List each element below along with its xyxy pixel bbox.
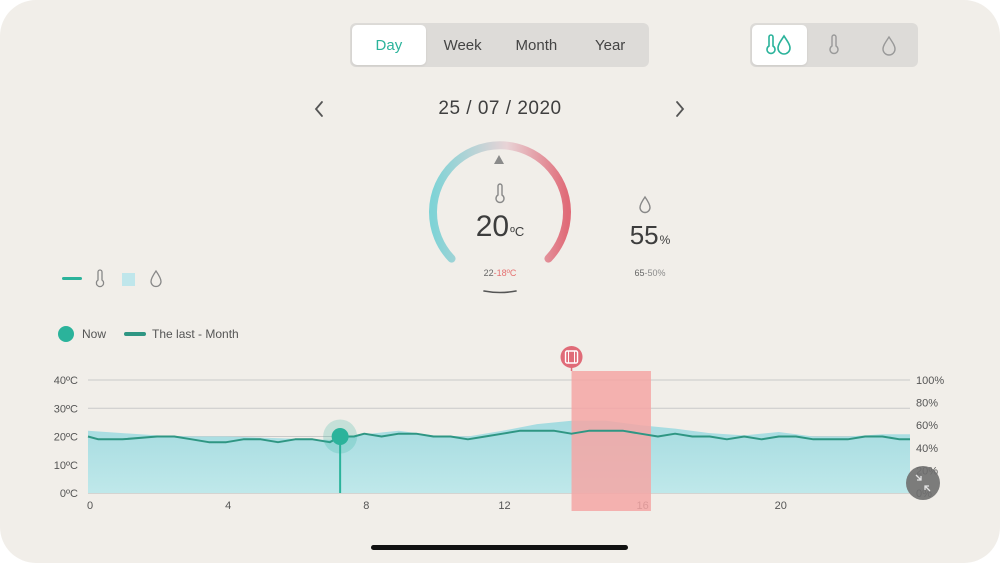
x-tick-label: 12 <box>498 500 510 512</box>
humidity-range-unit: % <box>657 268 666 278</box>
tab-humidity[interactable] <box>861 25 916 65</box>
thermometer-icon <box>95 269 105 288</box>
x-tick-label: 4 <box>225 500 231 512</box>
highlight-marker-badge <box>560 346 583 368</box>
temperature-range-high: 18 <box>496 268 507 278</box>
collapse-icon <box>915 474 931 492</box>
y-left-tick-label: 40ºC <box>54 375 78 387</box>
humidity-unit: % <box>659 233 671 247</box>
now-legend-label: Now <box>82 327 107 341</box>
chevron-right-icon <box>676 101 685 117</box>
last-legend-label: The last - Month <box>152 327 239 341</box>
y-right-tick-label: 40% <box>916 443 938 455</box>
y-right-tick-label: 80% <box>916 398 938 410</box>
temperature-range-sep: - <box>493 268 497 278</box>
collapse-chart-button[interactable] <box>906 466 940 500</box>
droplet-icon <box>639 195 651 214</box>
humidity-area <box>88 420 910 493</box>
y-left-tick-label: 10ºC <box>54 460 78 472</box>
tab-month[interactable]: Month <box>515 36 558 54</box>
humidity-range: 65-50% <box>600 268 700 278</box>
home-indicator <box>371 545 628 550</box>
humidity-range-sep: - <box>644 268 648 278</box>
temperature-range-unit: ºC <box>506 268 517 278</box>
humidity-area-swatch <box>122 273 135 286</box>
humidity-range-high: 50 <box>647 268 658 278</box>
history-chart[interactable]: 0ºC10ºC20ºC30ºC40ºC0%20%40%60%80%100%048… <box>0 340 1000 530</box>
tab-temperature[interactable] <box>807 25 862 65</box>
tab-year[interactable]: Year <box>594 36 626 54</box>
prev-date-button[interactable] <box>306 96 332 122</box>
series-key <box>62 269 162 288</box>
tab-day[interactable]: Day <box>352 25 426 65</box>
temperature-gauge <box>429 141 571 294</box>
temperature-readout: 20ºC <box>440 210 560 244</box>
y-left-tick-label: 30ºC <box>54 403 78 415</box>
y-right-tick-label: 60% <box>916 420 938 432</box>
highlight-band <box>571 371 651 511</box>
chart-legend: Now The last - Month <box>58 326 239 342</box>
x-tick-label: 8 <box>363 500 369 512</box>
current-date: 25 / 07 / 2020 <box>438 98 562 119</box>
chevron-left-icon <box>314 101 323 117</box>
temperature-value: 20 <box>475 210 510 243</box>
gauge-pointer-icon <box>494 155 504 164</box>
tab-week[interactable]: Week <box>443 36 482 54</box>
film-icon <box>564 350 579 364</box>
gauge-base <box>483 290 517 294</box>
thermometer-icon <box>829 34 839 55</box>
humidity-readout: 55% <box>600 220 700 251</box>
temperature-range-low: 22 <box>483 268 494 278</box>
y-left-tick-label: 20ºC <box>54 432 78 444</box>
gauge-arc <box>429 141 571 263</box>
temperature-line <box>87 429 910 444</box>
droplet-icon <box>881 35 896 56</box>
temperature-unit: ºC <box>510 224 525 239</box>
y-left-tick-label: 0ºC <box>60 488 78 500</box>
mode-selector <box>750 23 918 67</box>
x-tick-label: 0 <box>87 500 93 512</box>
temp-humidity-icon <box>766 34 792 55</box>
thermometer-icon <box>495 183 505 204</box>
next-date-button[interactable] <box>667 96 693 122</box>
humidity-value: 55 <box>629 220 659 250</box>
temperature-line-swatch <box>62 277 82 280</box>
last-legend-line <box>124 332 147 336</box>
now-legend-dot <box>58 326 74 342</box>
x-tick-label: 20 <box>775 500 787 512</box>
temperature-range: 22-18ºC <box>440 268 560 278</box>
period-selector: Day Week Month Year <box>350 23 649 67</box>
droplet-icon <box>150 269 162 288</box>
humidity-range-low: 65 <box>634 268 645 278</box>
tab-temp-humidity[interactable] <box>752 25 807 65</box>
y-right-tick-label: 100% <box>916 375 944 387</box>
now-marker-dot <box>331 428 349 445</box>
